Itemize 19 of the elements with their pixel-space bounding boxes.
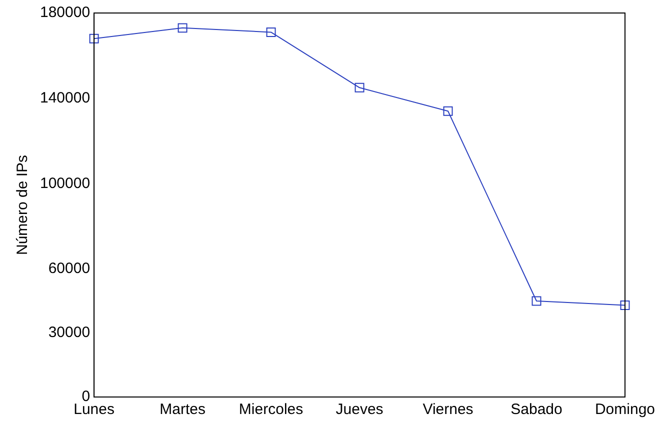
- x-tick-label: Sabado: [510, 401, 562, 418]
- y-axis-title: Número de IPs: [14, 154, 32, 256]
- y-tick-label: 60000: [48, 260, 90, 278]
- point: [178, 23, 188, 33]
- x-tick-label: Viernes: [422, 401, 474, 418]
- y-tick-label: 140000: [40, 89, 90, 106]
- point: [620, 300, 630, 310]
- x-tick-label: Domingo: [594, 401, 655, 418]
- x-tick-label: Miercoles: [238, 401, 304, 418]
- point: [532, 296, 542, 306]
- point: [89, 34, 99, 44]
- x-tick-label: Martes: [160, 401, 206, 418]
- point: [443, 106, 453, 116]
- y-tick-label: 100000: [40, 174, 90, 192]
- x-tick-label: Jueves: [336, 401, 384, 418]
- y-tick-label: 180000: [40, 4, 90, 22]
- point: [354, 82, 364, 92]
- y-tick-label: 30000: [48, 324, 90, 342]
- point: [266, 27, 276, 37]
